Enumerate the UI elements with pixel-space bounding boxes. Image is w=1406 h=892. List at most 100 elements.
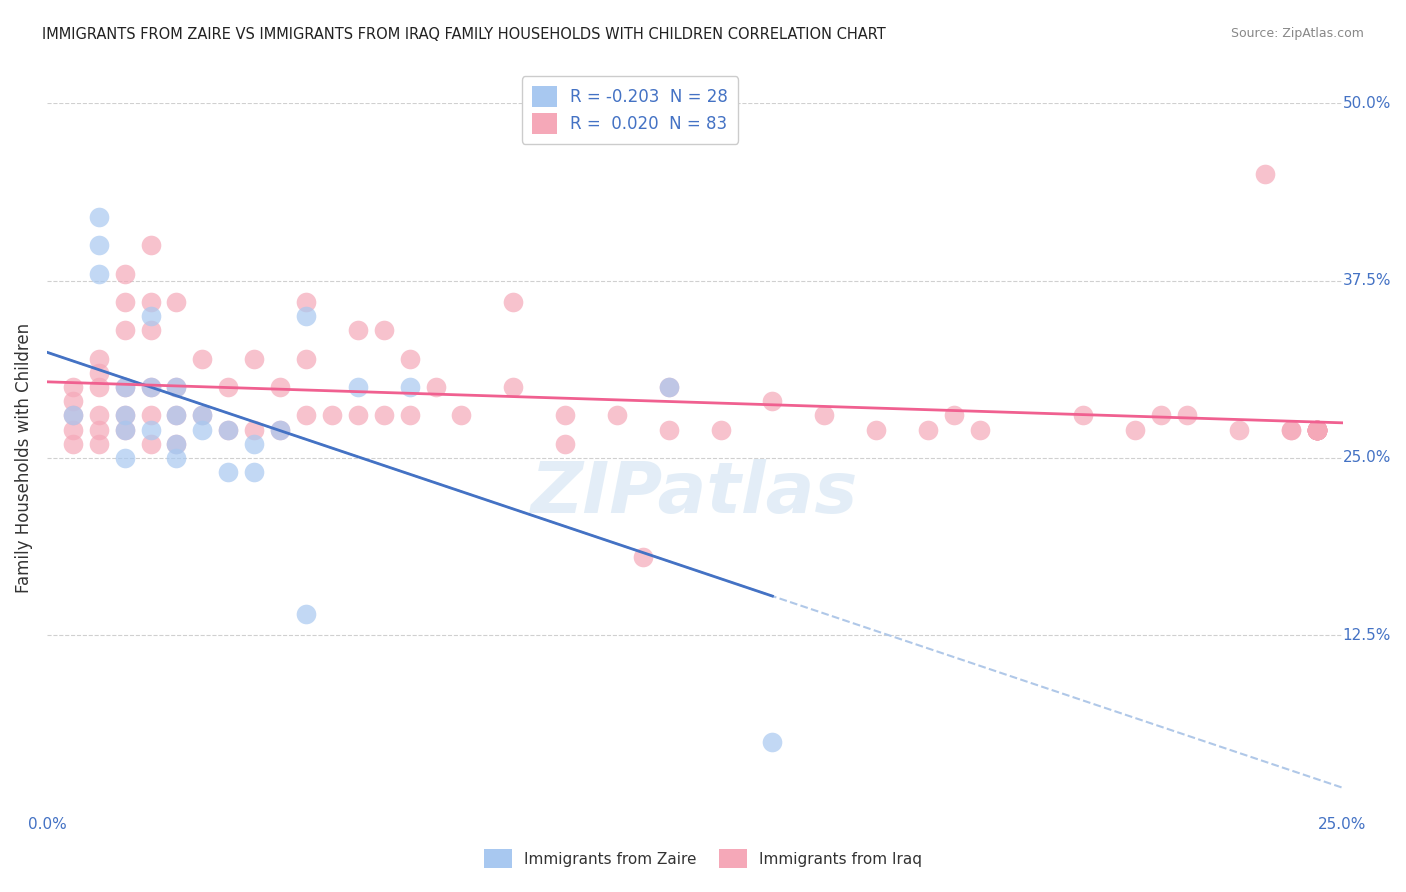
Point bbox=[1305, 423, 1327, 437]
Point bbox=[87, 210, 110, 224]
Point bbox=[347, 323, 370, 337]
Point bbox=[87, 351, 110, 366]
Point bbox=[761, 394, 783, 409]
Point bbox=[658, 380, 681, 394]
Point bbox=[114, 380, 136, 394]
Point bbox=[87, 380, 110, 394]
Point bbox=[502, 380, 524, 394]
Point bbox=[761, 734, 783, 748]
Point bbox=[217, 380, 239, 394]
Point bbox=[1305, 423, 1327, 437]
Point bbox=[114, 423, 136, 437]
Point bbox=[114, 323, 136, 337]
Point bbox=[1305, 423, 1327, 437]
Point bbox=[139, 323, 162, 337]
Text: ZIPatlas: ZIPatlas bbox=[531, 459, 859, 528]
Point bbox=[917, 423, 939, 437]
Point bbox=[114, 295, 136, 310]
Point bbox=[139, 238, 162, 252]
Point bbox=[165, 295, 187, 310]
Point bbox=[1305, 423, 1327, 437]
Point bbox=[554, 437, 576, 451]
Point bbox=[1305, 423, 1327, 437]
Point bbox=[87, 423, 110, 437]
Text: IMMIGRANTS FROM ZAIRE VS IMMIGRANTS FROM IRAQ FAMILY HOUSEHOLDS WITH CHILDREN CO: IMMIGRANTS FROM ZAIRE VS IMMIGRANTS FROM… bbox=[42, 27, 886, 42]
Point bbox=[450, 409, 472, 423]
Point bbox=[62, 380, 84, 394]
Point bbox=[217, 465, 239, 479]
Point bbox=[217, 423, 239, 437]
Point bbox=[1305, 423, 1327, 437]
Point bbox=[373, 409, 395, 423]
Point bbox=[62, 394, 84, 409]
Point bbox=[1305, 423, 1327, 437]
Point bbox=[1123, 423, 1146, 437]
Point bbox=[114, 409, 136, 423]
Point bbox=[191, 409, 214, 423]
Point bbox=[62, 423, 84, 437]
Point bbox=[1305, 423, 1327, 437]
Point bbox=[165, 437, 187, 451]
Point bbox=[554, 409, 576, 423]
Text: 50.0%: 50.0% bbox=[1343, 96, 1391, 111]
Point bbox=[139, 437, 162, 451]
Point bbox=[165, 380, 187, 394]
Point bbox=[347, 409, 370, 423]
Text: 25.0%: 25.0% bbox=[1343, 450, 1391, 466]
Point bbox=[139, 380, 162, 394]
Point bbox=[87, 366, 110, 380]
Point bbox=[1305, 423, 1327, 437]
Text: Source: ZipAtlas.com: Source: ZipAtlas.com bbox=[1230, 27, 1364, 40]
Point bbox=[243, 423, 266, 437]
Text: 12.5%: 12.5% bbox=[1343, 628, 1391, 643]
Legend: R = -0.203  N = 28, R =  0.020  N = 83: R = -0.203 N = 28, R = 0.020 N = 83 bbox=[522, 77, 738, 144]
Point bbox=[398, 351, 420, 366]
Point bbox=[1305, 423, 1327, 437]
Point bbox=[865, 423, 887, 437]
Point bbox=[606, 409, 628, 423]
Point bbox=[87, 267, 110, 281]
Point bbox=[347, 380, 370, 394]
Point bbox=[87, 238, 110, 252]
Point bbox=[62, 437, 84, 451]
Point bbox=[1305, 423, 1327, 437]
Point bbox=[295, 309, 318, 323]
Point bbox=[295, 351, 318, 366]
Point bbox=[373, 323, 395, 337]
Point bbox=[295, 409, 318, 423]
Point bbox=[139, 309, 162, 323]
Point bbox=[87, 409, 110, 423]
Point bbox=[165, 437, 187, 451]
Point bbox=[165, 409, 187, 423]
Point bbox=[813, 409, 835, 423]
Point bbox=[710, 423, 733, 437]
Point bbox=[1227, 423, 1250, 437]
Point bbox=[631, 550, 654, 565]
Point bbox=[191, 409, 214, 423]
Point bbox=[114, 409, 136, 423]
Point bbox=[269, 423, 291, 437]
Point bbox=[398, 380, 420, 394]
Point bbox=[114, 267, 136, 281]
Point bbox=[1254, 167, 1277, 181]
Y-axis label: Family Households with Children: Family Households with Children bbox=[15, 323, 32, 593]
Point bbox=[165, 450, 187, 465]
Point bbox=[425, 380, 447, 394]
Point bbox=[243, 351, 266, 366]
Point bbox=[1305, 423, 1327, 437]
Point bbox=[969, 423, 991, 437]
Point bbox=[139, 423, 162, 437]
Point bbox=[165, 380, 187, 394]
Point bbox=[398, 409, 420, 423]
Point bbox=[269, 380, 291, 394]
Point bbox=[191, 423, 214, 437]
Point bbox=[87, 437, 110, 451]
Point bbox=[191, 351, 214, 366]
Point bbox=[139, 409, 162, 423]
Point bbox=[1279, 423, 1302, 437]
Point bbox=[217, 423, 239, 437]
Point bbox=[62, 409, 84, 423]
Point bbox=[139, 380, 162, 394]
Point bbox=[139, 295, 162, 310]
Point bbox=[295, 607, 318, 621]
